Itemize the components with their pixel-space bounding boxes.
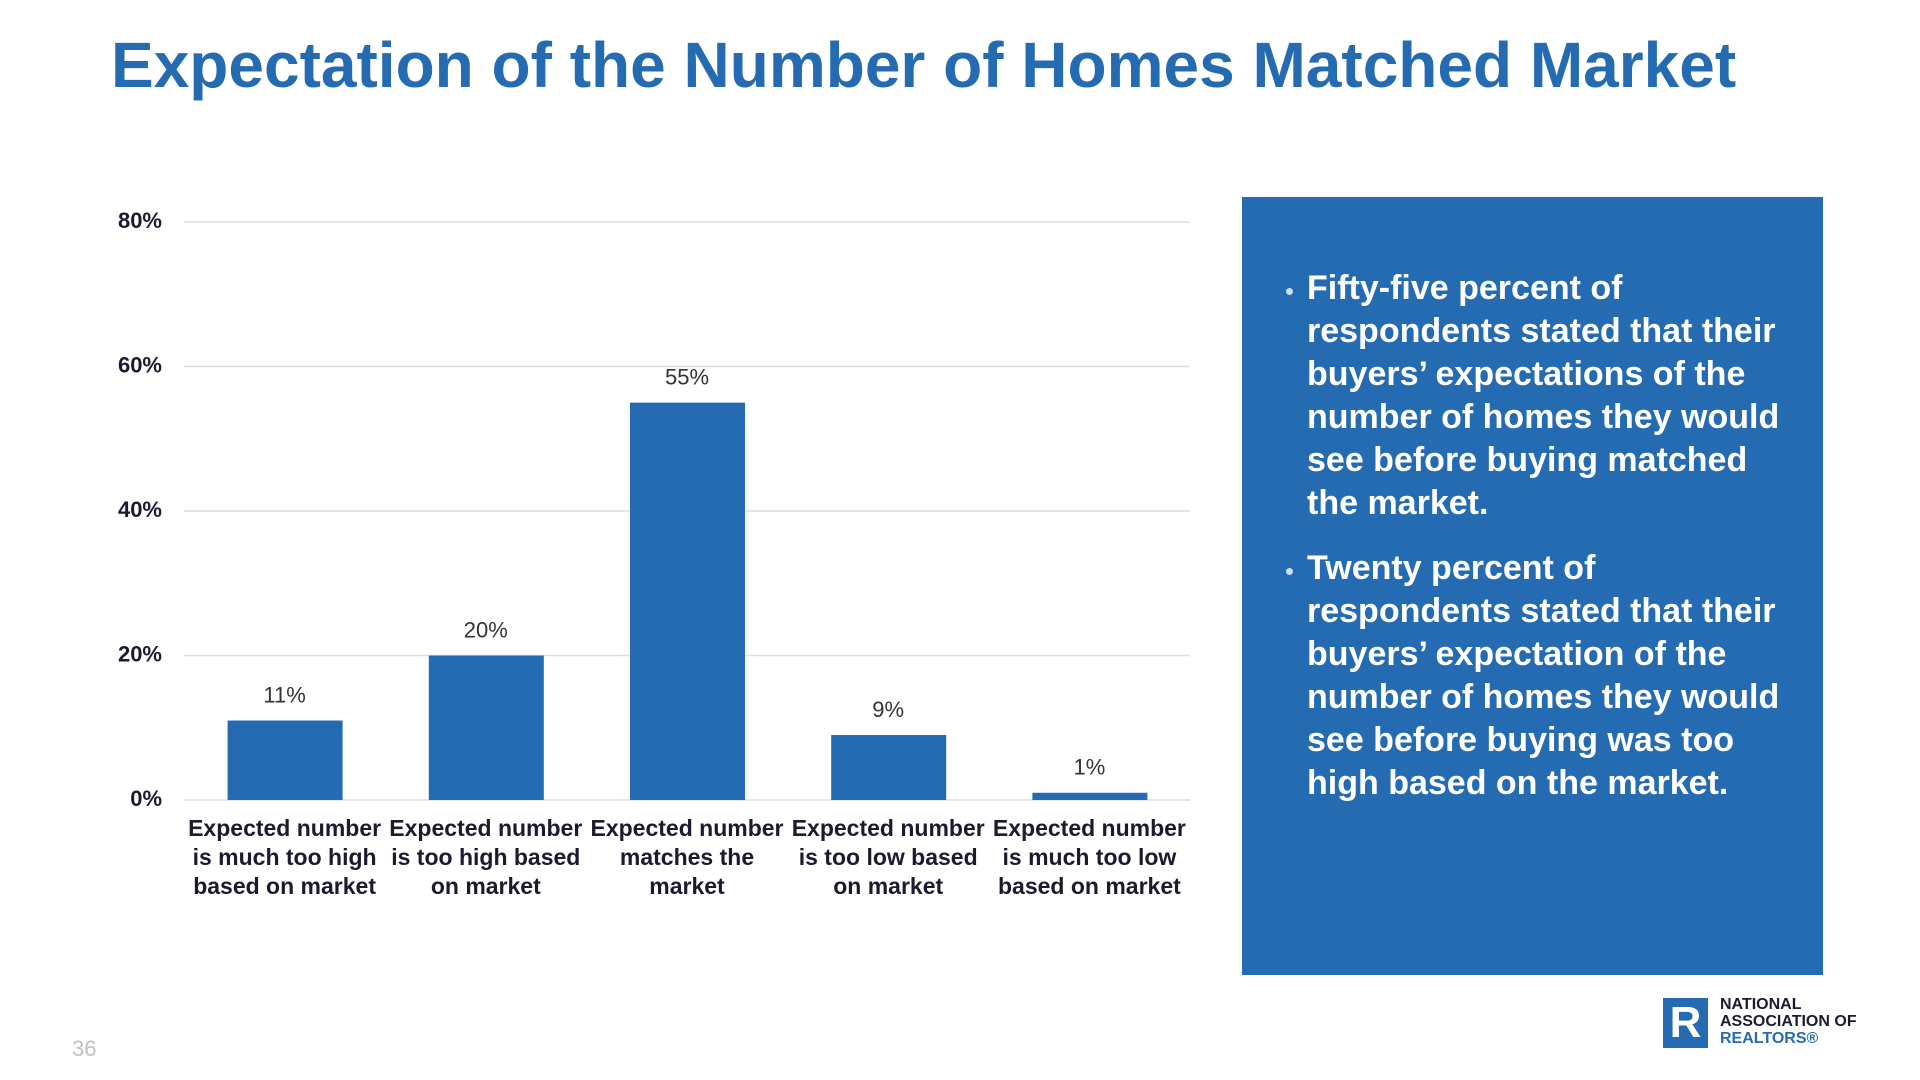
x-tick-label: Expected number is too high based on mar…: [389, 815, 583, 899]
x-tick-label: Expected number matches the market: [590, 815, 784, 899]
data-label: 20%: [464, 617, 508, 642]
bullet: Fifty-five percent of respondents stated…: [1307, 267, 1793, 525]
x-tick-label: Expected number is much too low based on…: [992, 815, 1186, 899]
data-label: 11%: [263, 682, 305, 707]
bar: [428, 655, 544, 800]
logo-text: NATIONAL ASSOCIATION OF REALTORS®: [1720, 996, 1857, 1047]
data-label: 9%: [872, 697, 904, 722]
logo-line: NATIONAL: [1720, 996, 1802, 1013]
logo-line: ASSOCIATION OF: [1720, 1013, 1857, 1030]
x-tick-label: Expected number is much too high based o…: [188, 815, 382, 899]
x-tick-label: Expected number is too low based on mark…: [791, 815, 985, 899]
bar: [1032, 792, 1148, 800]
page-number: 36: [72, 1036, 97, 1061]
logo-line: REALTORS®: [1720, 1030, 1819, 1047]
bullet: Twenty percent of respondents stated tha…: [1307, 547, 1793, 805]
bar: [227, 720, 343, 800]
x-tick-label-box: Expected number is too high based on mar…: [389, 815, 583, 899]
x-tick-label-box: Expected number is much too low based on…: [992, 815, 1186, 899]
x-tick-label-box: Expected number is too low based on mark…: [791, 815, 985, 899]
data-label: 1%: [1074, 755, 1106, 780]
y-tick-label: 40%: [118, 497, 162, 522]
logo-mark: R: [1663, 998, 1708, 1048]
x-tick-label-box: Expected number matches the market: [590, 815, 784, 899]
data-label: 55%: [665, 364, 709, 389]
summary-box: Fifty-five percent of respondents stated…: [1242, 197, 1823, 975]
bar: [630, 402, 745, 800]
y-tick-label: 60%: [118, 352, 162, 377]
bullet-list: Fifty-five percent of respondents stated…: [1262, 267, 1793, 805]
chart-title: Expectation of the Number of Homes Match…: [111, 29, 1737, 101]
y-tick-label: 0%: [130, 786, 162, 811]
y-tick-label: 80%: [118, 208, 162, 233]
bar: [831, 734, 947, 800]
x-tick-label-box: Expected number is much too high based o…: [188, 815, 382, 899]
y-tick-label: 20%: [118, 641, 162, 666]
